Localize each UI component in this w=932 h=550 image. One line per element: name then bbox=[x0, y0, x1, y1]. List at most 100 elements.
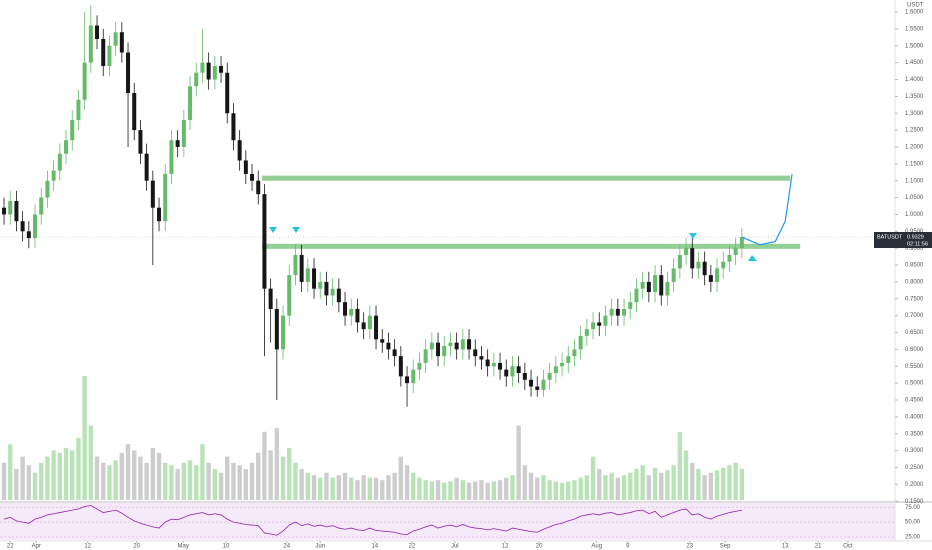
volume-bar bbox=[324, 472, 329, 500]
y-tick-label: 1.4500 bbox=[905, 60, 924, 66]
candle-body bbox=[132, 92, 137, 131]
x-tick-label: 12 bbox=[84, 544, 91, 550]
y-tick-label: 1.2000 bbox=[905, 145, 924, 151]
candle-body bbox=[541, 379, 546, 390]
volume-bar bbox=[20, 456, 25, 500]
rsi-line bbox=[3, 504, 742, 536]
plot: 0.1500 0.2000 0.2500 0.3000 0.3500 0.4000 0.45… bbox=[0, 5, 924, 550]
volume-bar bbox=[14, 469, 19, 500]
candle-body bbox=[262, 194, 267, 289]
candle-body bbox=[591, 322, 596, 330]
candle-body bbox=[677, 254, 682, 269]
projection-line bbox=[741, 173, 793, 246]
volume-bar bbox=[479, 480, 484, 500]
volume-bar bbox=[293, 462, 298, 500]
candle-body bbox=[380, 339, 385, 343]
candle-body bbox=[237, 140, 242, 161]
volume-bar bbox=[683, 450, 689, 500]
volume-bar bbox=[485, 482, 490, 500]
candle-body bbox=[287, 275, 292, 316]
volume-bar bbox=[727, 465, 732, 500]
candle-body bbox=[529, 379, 534, 387]
y-tick-label: 0.9500 bbox=[905, 229, 924, 235]
volume-bar bbox=[169, 465, 174, 500]
volume-bar bbox=[652, 467, 658, 500]
volume-bar bbox=[249, 462, 255, 500]
volume-bar bbox=[101, 462, 106, 500]
volume-bar bbox=[262, 431, 267, 500]
x-tick-label: 24 bbox=[283, 544, 290, 550]
volume-bar bbox=[119, 452, 125, 500]
volume-bar bbox=[404, 465, 410, 500]
candle-body bbox=[336, 288, 341, 303]
volume-bar bbox=[8, 444, 13, 500]
volume-bar bbox=[125, 444, 131, 500]
volume-bar bbox=[466, 482, 472, 500]
last-price-label: 0.9329 bbox=[907, 234, 924, 240]
volume-bar bbox=[590, 456, 596, 500]
candle-body bbox=[436, 342, 441, 357]
volume-bar bbox=[336, 475, 342, 500]
volume-bar bbox=[522, 465, 528, 500]
volume-bar bbox=[132, 450, 137, 500]
volume-bar bbox=[733, 462, 738, 500]
candle-body bbox=[51, 170, 56, 181]
candle-body bbox=[702, 261, 707, 276]
y-tick-label: 1.6000 bbox=[905, 10, 924, 16]
volume-bar bbox=[237, 465, 242, 500]
volume-bar bbox=[156, 452, 162, 500]
marker bbox=[748, 255, 757, 261]
candle-body bbox=[646, 281, 651, 293]
volume-bar bbox=[646, 475, 652, 500]
volume-bar bbox=[603, 475, 608, 500]
candle-body bbox=[653, 275, 658, 293]
x-tick-label: Sep bbox=[720, 544, 731, 550]
volume-bar bbox=[200, 444, 205, 500]
marker bbox=[269, 227, 277, 233]
candle-body bbox=[256, 180, 261, 195]
volume-bar bbox=[578, 477, 583, 500]
candle-body bbox=[572, 349, 577, 357]
volume-bar bbox=[26, 465, 32, 500]
volume-bar bbox=[504, 477, 509, 500]
candle-body bbox=[442, 346, 447, 357]
volume-bar bbox=[212, 469, 218, 500]
candle-body bbox=[491, 362, 496, 367]
candle-body bbox=[20, 221, 25, 232]
volume-bar bbox=[175, 469, 180, 500]
candle-body bbox=[188, 86, 193, 120]
volume-bar bbox=[181, 462, 187, 500]
volume-bar bbox=[57, 452, 63, 500]
volume-bar bbox=[659, 472, 664, 500]
price-label-box bbox=[874, 232, 932, 248]
candle-body bbox=[708, 275, 713, 282]
zone bbox=[261, 175, 791, 181]
candle-body bbox=[95, 25, 100, 40]
candle-body bbox=[39, 197, 44, 215]
volume-bar bbox=[113, 460, 118, 500]
candle-body bbox=[113, 32, 118, 46]
volume-bar bbox=[559, 482, 565, 500]
volume-bar bbox=[107, 465, 112, 500]
y-tick-label: 1.4000 bbox=[905, 77, 924, 83]
candle-body bbox=[460, 339, 465, 350]
candle-body bbox=[516, 366, 521, 374]
volume-bar bbox=[398, 456, 404, 500]
candle-body bbox=[175, 140, 180, 147]
candle-body bbox=[479, 356, 484, 360]
candle-body bbox=[411, 369, 416, 384]
countdown-label: 02:11:56 bbox=[907, 241, 928, 247]
x-tick-label: 21 bbox=[815, 544, 822, 550]
candle-body bbox=[615, 308, 620, 316]
candle-body bbox=[473, 349, 478, 357]
x-tick-label: 20 bbox=[133, 544, 140, 550]
candle-body bbox=[324, 281, 329, 296]
volume-bar bbox=[497, 480, 503, 500]
candle-body bbox=[398, 356, 403, 377]
volume-bar bbox=[615, 477, 621, 500]
candle-body bbox=[535, 386, 540, 390]
volume-bar bbox=[454, 477, 459, 500]
x-tick-label: 22 bbox=[7, 544, 14, 550]
